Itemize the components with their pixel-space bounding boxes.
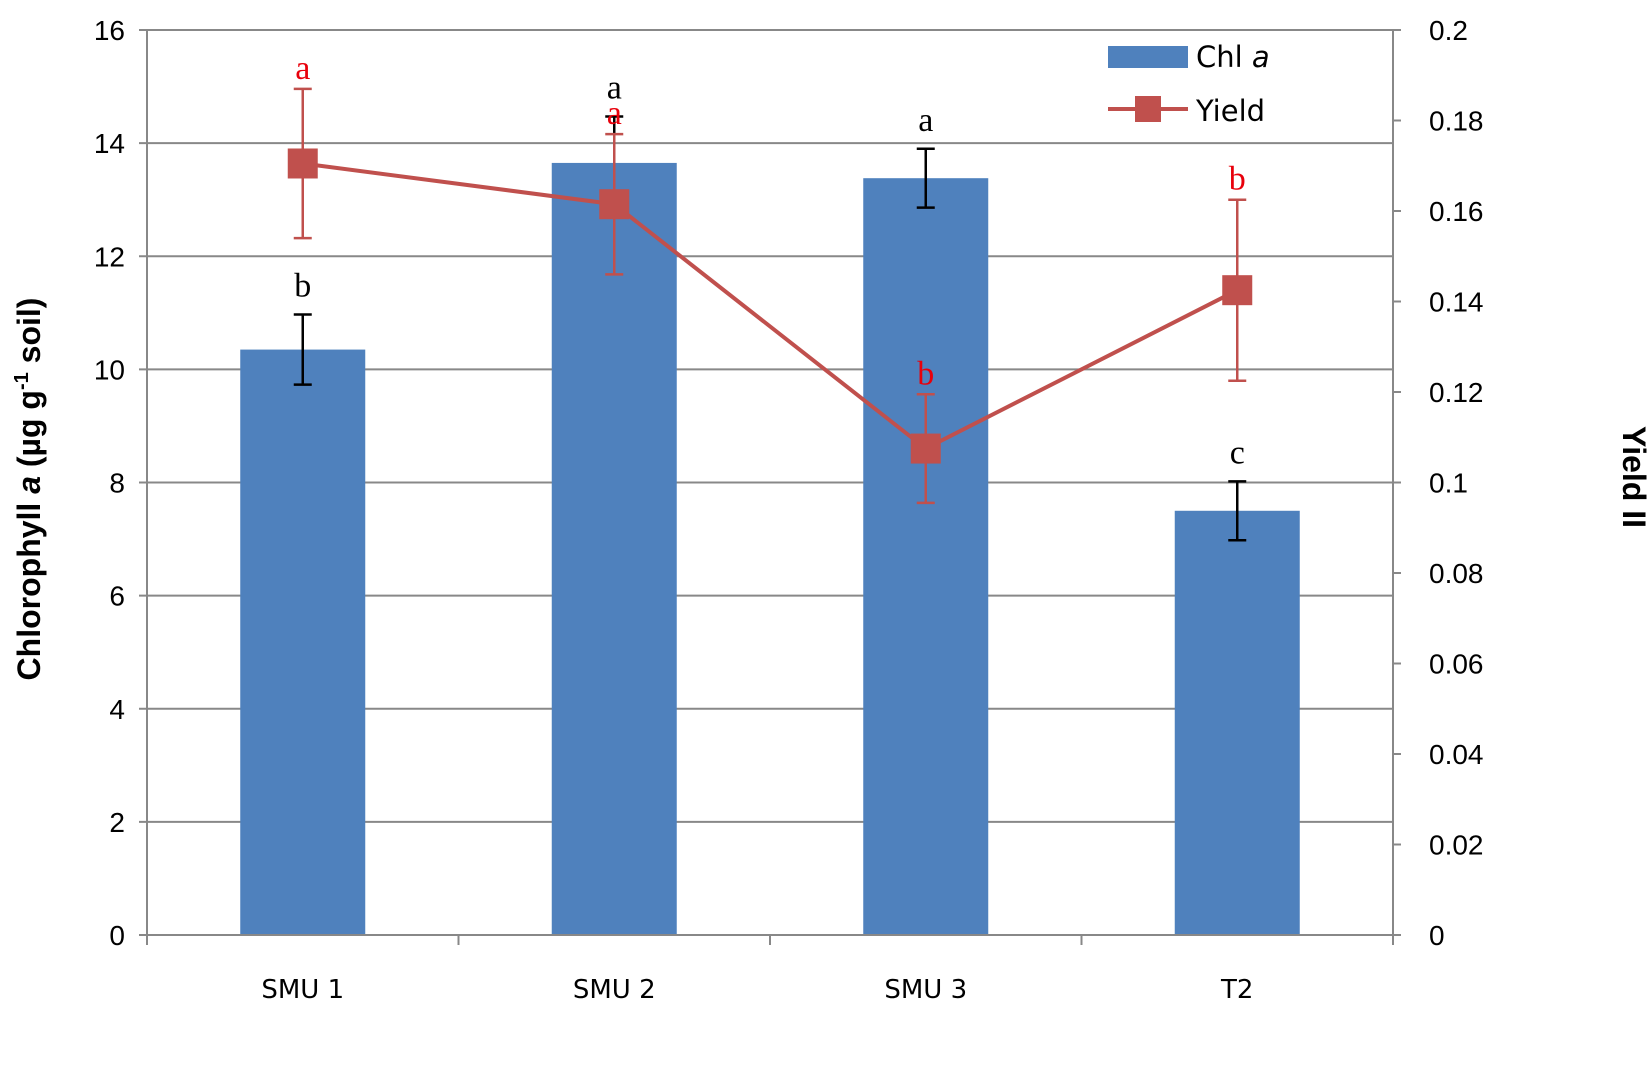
left-tick-label-7: 14 bbox=[94, 128, 125, 159]
legend: Chl a Yield bbox=[1108, 40, 1270, 128]
left-tick-label-6: 12 bbox=[94, 241, 125, 272]
left-axis-title-unit-end: soil) bbox=[11, 298, 47, 373]
bar-1 bbox=[551, 162, 677, 935]
right-tick-label-5: 0.1 bbox=[1429, 468, 1468, 499]
bar-error-3 bbox=[1228, 480, 1247, 542]
left-tick-label-5: 10 bbox=[94, 354, 125, 385]
right-tick-label-8: 0.16 bbox=[1429, 196, 1484, 227]
right-tick-label-3: 0.06 bbox=[1429, 649, 1484, 680]
left-tick-label-2: 4 bbox=[109, 694, 125, 725]
right-tick-label-10: 0.2 bbox=[1429, 15, 1468, 46]
right-axis-tick-labels: 0 0.02 0.04 0.06 0.08 0.1 0.12 0.14 0.16 0.18 0.2 bbox=[1429, 15, 1484, 951]
left-tick-label-3: 6 bbox=[109, 581, 125, 612]
legend-swatch-chl bbox=[1108, 46, 1188, 68]
right-tick-label-6: 0.12 bbox=[1429, 377, 1484, 408]
bar-series bbox=[240, 162, 1300, 936]
category-label-3: T2 bbox=[1220, 975, 1253, 1005]
right-tick-label-0: 0 bbox=[1429, 920, 1445, 951]
yield-marker-2 bbox=[910, 433, 941, 464]
left-tick-label-0: 0 bbox=[109, 920, 125, 951]
legend-label-chl-italic: a bbox=[1252, 40, 1270, 74]
yield-marker-0 bbox=[287, 148, 318, 179]
right-axis-title: Yield II bbox=[1616, 426, 1651, 528]
yield-letter-1: a bbox=[607, 95, 622, 132]
yield-letter-3: b bbox=[1229, 161, 1246, 198]
yield-line bbox=[302, 161, 1239, 451]
category-label-1: SMU 2 bbox=[573, 975, 656, 1005]
category-label-0: SMU 1 bbox=[261, 975, 344, 1005]
right-tick-label-9: 0.18 bbox=[1429, 106, 1484, 137]
line-series bbox=[287, 87, 1253, 505]
left-tick-label-8: 16 bbox=[94, 15, 125, 46]
chl-letter-0: b bbox=[294, 268, 311, 305]
bar-2 bbox=[863, 178, 989, 936]
bar-error-2 bbox=[916, 147, 935, 209]
left-axis-title-italic: a bbox=[11, 476, 47, 494]
legend-label-chl-prefix: Chl bbox=[1196, 40, 1252, 74]
bar-error-0 bbox=[293, 313, 312, 386]
bar-0 bbox=[240, 349, 366, 935]
legend-marker-yield bbox=[1135, 96, 1161, 122]
yield-marker-3 bbox=[1222, 275, 1253, 306]
right-tick-label-2: 0.04 bbox=[1429, 739, 1484, 770]
legend-label-chl: Chl a bbox=[1196, 40, 1270, 74]
category-labels: SMU 1 SMU 2 SMU 3 T2 bbox=[261, 975, 1253, 1005]
yield-marker-1 bbox=[599, 189, 630, 220]
right-tick-label-1: 0.02 bbox=[1429, 830, 1484, 861]
chl-letter-3: c bbox=[1230, 434, 1245, 471]
chl-letter-2: a bbox=[918, 102, 933, 139]
left-tick-label-4: 8 bbox=[109, 468, 125, 499]
left-axis-title-prefix: Chlorophyll bbox=[11, 494, 47, 681]
left-axis-title: Chlorophyll a (µg g-1 soil) bbox=[11, 298, 47, 681]
category-label-2: SMU 3 bbox=[884, 975, 967, 1005]
left-axis-title-sup: -1 bbox=[11, 372, 33, 390]
axes bbox=[139, 29, 1401, 945]
left-tick-label-1: 2 bbox=[109, 807, 125, 838]
yield-letter-0: a bbox=[295, 50, 310, 87]
chl-letter-1: a bbox=[607, 70, 622, 107]
left-axis-title-unit: (µg g bbox=[11, 390, 47, 476]
left-axis-tick-labels: 0 2 4 6 8 10 12 14 16 bbox=[94, 15, 125, 951]
yield-letter-2: b bbox=[917, 355, 934, 392]
bar-3 bbox=[1174, 510, 1300, 935]
right-tick-label-7: 0.14 bbox=[1429, 287, 1484, 318]
legend-label-yield: Yield bbox=[1195, 94, 1265, 128]
right-tick-label-4: 0.08 bbox=[1429, 558, 1484, 589]
